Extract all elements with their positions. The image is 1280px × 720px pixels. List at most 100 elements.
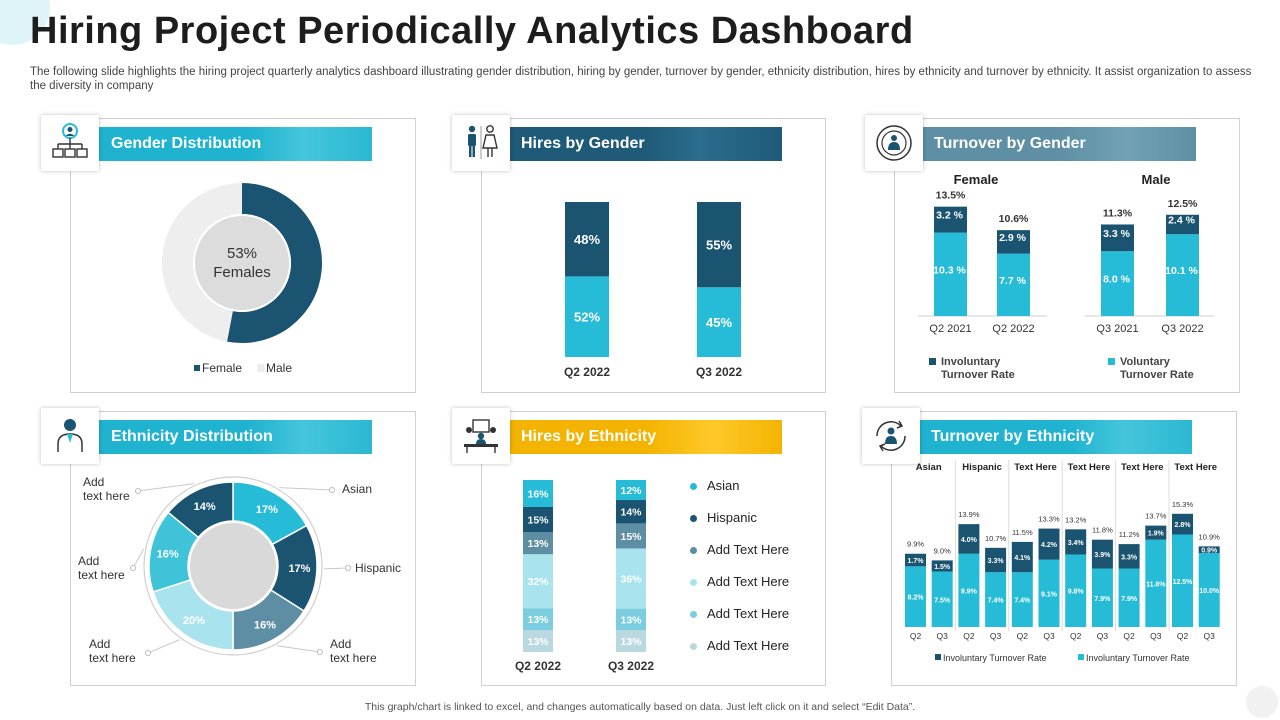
meeting-icon-box: [452, 408, 510, 464]
bar-segment-1-7: [1091, 539, 1113, 569]
bar-total-label: 9.9%: [907, 540, 924, 549]
bar-segment-0-0: [905, 566, 926, 627]
bar-label-4-0: 15%: [527, 515, 549, 527]
group-label-male: Male: [1142, 172, 1171, 187]
bar-label-1-1: 13%: [620, 614, 642, 626]
bar-segment-5-0: [523, 480, 553, 507]
group-label: Text Here: [1174, 462, 1217, 473]
bar-segment-1-3: [1166, 214, 1199, 235]
x-tick-label: Q2: [910, 631, 922, 641]
bar-segment-1-0: [934, 206, 967, 233]
bar-segment-1-9: [1145, 525, 1167, 540]
slice-label-2: 16%: [254, 619, 276, 631]
bar-label-0-0: 10.3 %: [933, 264, 966, 276]
x-tick-label: Q2: [1070, 631, 1082, 641]
donut-slice-female: [227, 183, 322, 343]
donut-center: [193, 214, 291, 312]
callout-leader-line-2: [276, 645, 321, 653]
bar-segment-1-2: [1101, 224, 1134, 252]
turnover-by-gender-chart: Female Male 10.3 % 3.2 % 13.5% Q2 2021 7.7 % 2.…: [918, 172, 1214, 381]
legend-label-line2: Turnover Rate: [1120, 369, 1194, 381]
callout-dot-5: [135, 488, 141, 494]
bar-total-label: 9.0%: [934, 546, 951, 555]
x-tick-label: Q3: [1043, 631, 1055, 641]
x-tick-label: Q3: [1204, 631, 1216, 641]
callout-label-line2: text here: [330, 651, 377, 665]
page-subtitle: The following slide highlights the hirin…: [30, 66, 1252, 92]
gender-distribution-chart: 53% Females Female Male: [161, 183, 322, 375]
ethnicity-distribution-header: Ethnicity Distribution: [99, 420, 372, 454]
bar-segment-0-10: [1172, 534, 1193, 627]
legend-dot: [690, 515, 697, 523]
bar-segment-1-1: [997, 230, 1030, 254]
turnover-icon-box: [865, 115, 923, 171]
bar-segment-1-1: [616, 608, 646, 631]
bar-label-female-0: 52%: [574, 310, 600, 325]
org-chart-icon-box: [41, 115, 99, 171]
meeting-table-icon: [464, 419, 498, 453]
bar-segment-0-8: [1118, 568, 1140, 627]
bar-label-1-0: 1.7%: [908, 558, 925, 565]
callout-label-line2: text here: [83, 489, 130, 503]
bar-label-1-11: 0.9%: [1201, 548, 1218, 555]
legend-label-female: Female: [202, 361, 242, 375]
bar-label-1-1: 1.5%: [934, 564, 951, 571]
gender-people-icon-box: [452, 115, 510, 171]
bar-segment-1-0: [905, 553, 926, 567]
x-tick-label: Q2 2021: [929, 323, 971, 335]
hires-by-gender-chart: 52% 48% Q2 2022 45% 55% Q3 2022: [564, 202, 742, 379]
bar-segment-1-2: [958, 524, 980, 554]
slice-label-5: 14%: [194, 501, 216, 513]
x-tick-label: Q2: [963, 631, 975, 641]
bar-label-male-0: 48%: [574, 232, 600, 247]
bar-total-label: 11.8%: [1092, 526, 1113, 535]
bar-label-1-2: 4.0%: [961, 537, 978, 544]
bar-segment-1-6: [1065, 529, 1087, 555]
callout-label-line1: Add: [89, 637, 110, 651]
donut-center-label: Females: [213, 264, 271, 281]
bar-segment-1-10: [1172, 513, 1193, 535]
bar-segment-4-0: [523, 506, 553, 533]
bar-segment-0-2: [1101, 251, 1134, 316]
legend-label: Add Text Here: [707, 574, 790, 589]
x-tick-label: Q3 2021: [1096, 323, 1138, 335]
legend-item: Add Text Here: [690, 542, 789, 557]
callout-label-line2: text here: [78, 568, 125, 582]
bar-label-0-5: 9.1%: [1041, 591, 1058, 598]
bar-label-0-1: 7.7 %: [999, 275, 1027, 287]
bar-segment-0-1: [616, 630, 646, 652]
bar-female-1: [697, 287, 741, 357]
bar-segment-0-7: [1091, 568, 1113, 627]
bar-label-0-6: 9.8%: [1068, 589, 1085, 596]
bar-total-label: 12.5%: [1168, 198, 1198, 210]
bar-label-0-7: 7.9%: [1094, 596, 1111, 603]
x-tick-label: Q3: [1097, 631, 1109, 641]
bar-total-label: 10.7%: [985, 534, 1007, 543]
callout-leader-line-3: [147, 639, 180, 654]
bar-label-0-4: 7.4%: [1014, 598, 1031, 605]
turnover-by-ethnicity-header: Turnover by Ethnicity: [919, 420, 1192, 454]
bar-label-2-0: 32%: [527, 576, 549, 588]
bar-total-label: 13.2%: [1065, 515, 1087, 524]
bar-segment-0-1: [997, 253, 1030, 316]
male-female-icon: [468, 125, 498, 159]
slice-label-3: 20%: [183, 615, 205, 627]
legend-label-line1: Voluntary: [1120, 356, 1171, 368]
callout-dot-3: [145, 650, 151, 656]
person-cycle-icon-box: [862, 408, 920, 464]
hires-by-gender-header: Hires by Gender: [509, 127, 782, 161]
bar-segment-0-11: [1198, 553, 1220, 627]
bar-label-0-0: 8.2%: [908, 595, 925, 602]
bar-segment-5-1: [616, 480, 646, 501]
legend-swatch-1: [1108, 358, 1115, 365]
legend-label-0: Involuntary Turnover Rate: [943, 653, 1047, 663]
bar-segment-0-1: [931, 571, 953, 627]
bar-segment-0-4: [1011, 572, 1033, 627]
group-label: Text Here: [1068, 462, 1111, 473]
bar-label-1-1: 2.9 %: [999, 232, 1027, 244]
legend-label-male: Male: [266, 361, 292, 375]
callout-label-line2: text here: [89, 651, 136, 665]
bar-label-male-1: 55%: [706, 238, 732, 253]
bar-label-1-0: 3.2 %: [936, 210, 964, 222]
